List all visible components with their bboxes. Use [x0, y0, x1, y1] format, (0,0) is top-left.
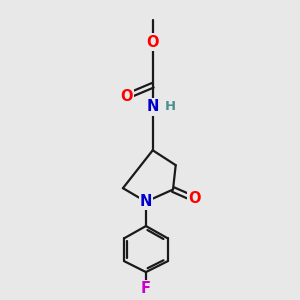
Text: N: N	[140, 194, 152, 209]
Text: O: O	[188, 191, 201, 206]
Text: F: F	[141, 281, 151, 296]
Text: O: O	[121, 88, 133, 104]
Text: N: N	[146, 100, 159, 115]
Text: O: O	[146, 34, 159, 50]
Text: H: H	[165, 100, 176, 113]
